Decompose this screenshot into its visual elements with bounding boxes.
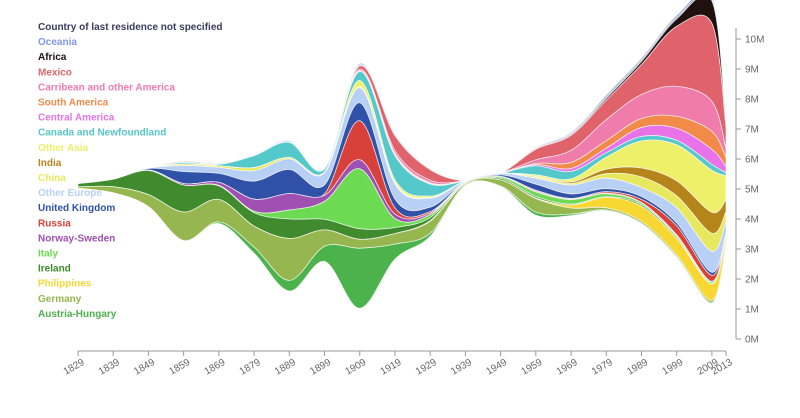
y-axis: 0M 1M 2M 3M 4M 5M 6M 7M 8M 9M 10M: [735, 28, 764, 346]
legend-item[interactable]: Africa: [38, 52, 67, 63]
x-tick-label: 1969: [555, 357, 580, 378]
y-tick-label: 9M: [745, 65, 759, 76]
y-tick-label: 3M: [745, 245, 759, 256]
x-tick-label: 1919: [379, 357, 404, 378]
legend-item[interactable]: Norway-Sweden: [38, 233, 115, 244]
x-tick-label: 1879: [238, 357, 263, 378]
y-tick-label: 6M: [745, 155, 759, 166]
y-tick-label: 10M: [745, 35, 764, 46]
x-tick-label: 1939: [449, 357, 474, 378]
x-tick-label: 1979: [590, 357, 615, 378]
legend-item[interactable]: Germany: [38, 294, 82, 305]
y-tick-label: 7M: [745, 125, 759, 136]
x-tick-label: 1949: [484, 357, 509, 378]
legend-item[interactable]: Carribean and other America: [38, 82, 175, 93]
y-tick-label: 5M: [745, 185, 759, 196]
x-tick-label: 1989: [625, 357, 650, 378]
legend-item[interactable]: Other Europe: [38, 188, 102, 199]
legend-item[interactable]: Ireland: [38, 264, 71, 275]
x-tick-label: 1859: [167, 357, 192, 378]
legend-item[interactable]: Mexico: [38, 67, 72, 78]
x-tick-label: 1829: [62, 357, 87, 378]
x-tick-label: 1849: [132, 357, 157, 378]
x-tick-label: 1839: [97, 357, 122, 378]
legend-item[interactable]: China: [38, 173, 66, 184]
legend-item[interactable]: Canada and Newfoundland: [38, 128, 166, 139]
x-axis: 1829 1839 1849 1859 1869 1879 1889 1899 1909 1919…: [62, 350, 735, 378]
y-tick-label: 8M: [745, 95, 759, 106]
y-tick-label: 2M: [745, 275, 759, 286]
legend: Country of last residence not specified O…: [38, 22, 222, 320]
legend-item[interactable]: United Kingdom: [38, 203, 115, 214]
y-tick-label: 4M: [745, 215, 759, 226]
legend-item[interactable]: Italy: [38, 249, 58, 260]
stream-austria-hungary: [77, 180, 727, 309]
legend-item[interactable]: South America: [38, 98, 109, 109]
legend-item[interactable]: Other Asia: [38, 143, 89, 154]
x-tick-label: 1869: [203, 357, 228, 378]
x-tick-label: 1889: [273, 357, 298, 378]
legend-item[interactable]: Central America: [38, 113, 115, 124]
x-tick-label: 1929: [414, 357, 439, 378]
x-tick-label: 1999: [660, 357, 685, 378]
stream-layers: [77, 0, 727, 309]
x-tick-label: 1909: [343, 357, 368, 378]
legend-item[interactable]: Austria-Hungary: [38, 309, 117, 320]
x-tick-label: 1899: [308, 357, 333, 378]
legend-item[interactable]: Russia: [38, 218, 71, 229]
legend-item[interactable]: Oceania: [38, 37, 77, 48]
legend-item[interactable]: India: [38, 158, 62, 169]
legend-item[interactable]: Philippines: [38, 279, 92, 290]
x-tick-label: 1959: [520, 357, 545, 378]
y-tick-label: 1M: [745, 305, 759, 316]
legend-item[interactable]: Country of last residence not specified: [38, 22, 222, 33]
y-tick-label: 0M: [745, 335, 759, 346]
